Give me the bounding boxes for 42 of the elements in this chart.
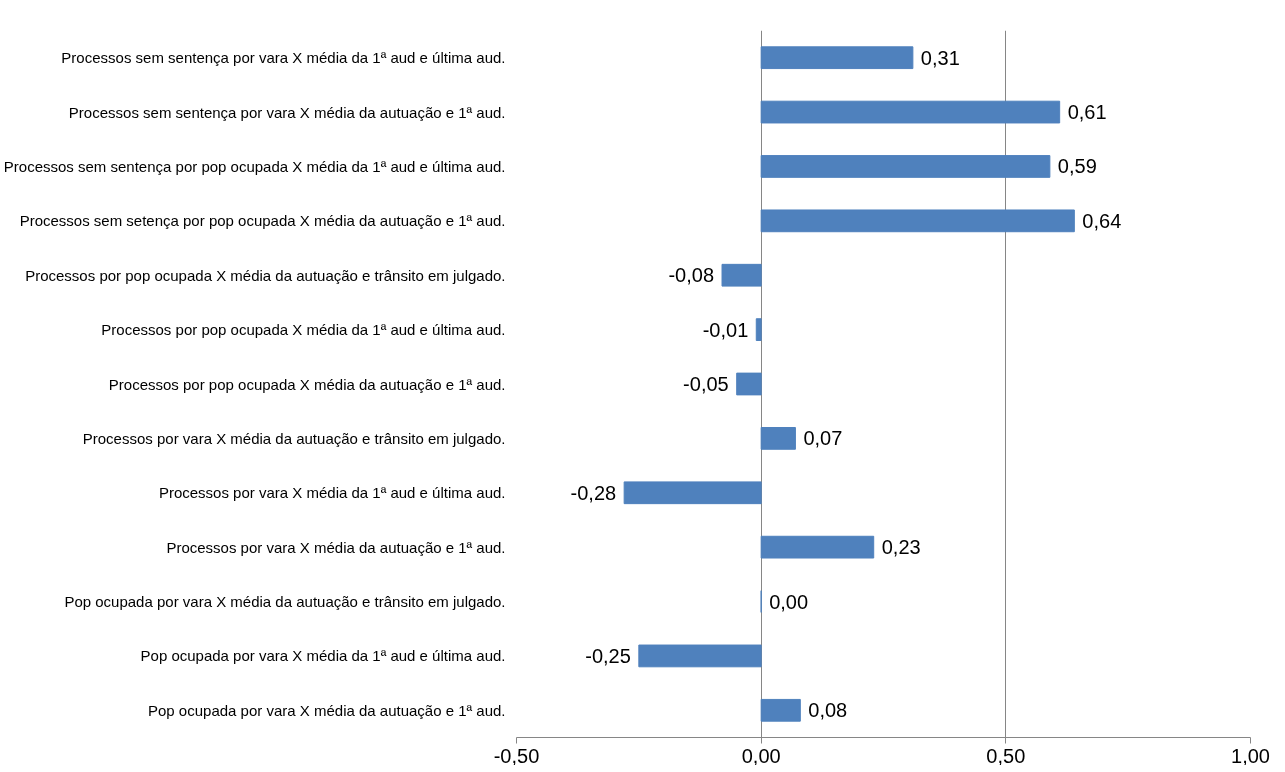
bar	[736, 372, 762, 396]
bar	[760, 698, 801, 722]
data-label: 0,08	[808, 699, 848, 722]
bar	[760, 209, 1075, 233]
data-label: 0,59	[1057, 155, 1097, 178]
y-tick-label: Processos sem setença por pop ocupada X média da autuação e 1ª aud.	[19, 212, 506, 230]
x-tick-label: -0,50	[493, 744, 540, 767]
y-tick-label: Processos por vara X média da autuação e 1ª aud.	[166, 538, 506, 556]
data-label: 0,64	[1082, 209, 1122, 232]
data-label: 0,61	[1067, 101, 1107, 124]
bar	[760, 535, 875, 559]
data-label: -0,01	[702, 318, 749, 341]
y-tick-label: Processos por vara X média da autuação e trânsito em julgado.	[82, 429, 506, 447]
y-tick-label: Pop ocupada por vara X média da 1ª aud e última aud.	[140, 647, 506, 665]
y-tick-label: Processos por vara X média da 1ª aud e última aud.	[158, 484, 506, 502]
y-tick-label: Processos por pop ocupada X média da 1ª aud e última aud.	[101, 321, 506, 339]
data-label: 0,31	[920, 46, 960, 69]
y-tick-label: Processos sem sentença por vara X média da autuação e 1ª aud.	[68, 103, 506, 121]
data-label: -0,05	[683, 373, 729, 395]
y-tick-label: Pop ocupada por vara X média da autuação e trânsito em julgado.	[64, 593, 506, 611]
x-tick-label: 1,00	[1231, 744, 1270, 767]
bar	[760, 100, 1061, 124]
bar	[755, 318, 762, 341]
bar	[623, 481, 762, 505]
bar	[721, 263, 762, 287]
data-label: -0,28	[570, 481, 617, 504]
y-tick-label: Processos sem sentença por pop ocupada X média da 1ª aud e última aud.	[3, 157, 506, 175]
y-tick-label: Pop ocupada por vara X média da autuação e 1ª aud.	[148, 701, 506, 719]
data-label: 0,23	[881, 536, 921, 559]
y-tick-label: Processos sem sentença por vara X média da 1ª aud e última aud.	[61, 49, 506, 67]
bar	[638, 644, 762, 668]
x-tick-label: 0,00	[741, 744, 781, 767]
bar	[760, 427, 796, 450]
y-tick-label: Processos por pop ocupada X média da autuação e 1ª aud.	[108, 375, 506, 393]
data-label: 0,07	[803, 427, 843, 450]
bar	[760, 155, 1051, 178]
bar	[760, 46, 914, 70]
data-label: 0,00	[769, 590, 809, 613]
x-tick-label: 0,50	[986, 744, 1026, 767]
y-tick-label: Processos por pop ocupada X média da autuação e trânsito em julgado.	[25, 266, 506, 284]
data-label: -0,25	[585, 644, 631, 667]
data-label: -0,08	[668, 264, 715, 287]
